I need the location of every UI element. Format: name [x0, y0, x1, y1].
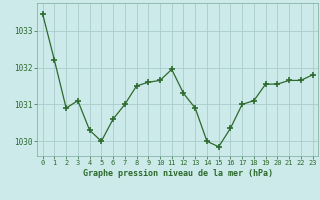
X-axis label: Graphe pression niveau de la mer (hPa): Graphe pression niveau de la mer (hPa) — [83, 169, 273, 178]
